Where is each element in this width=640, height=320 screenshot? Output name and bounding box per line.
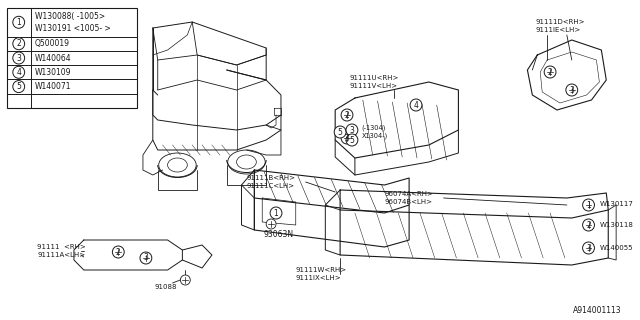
Text: W130117: W130117 [600, 201, 633, 207]
Text: 3: 3 [586, 244, 591, 252]
Circle shape [584, 200, 593, 210]
Circle shape [567, 85, 577, 95]
Circle shape [180, 275, 190, 285]
Circle shape [545, 67, 555, 77]
Text: 91111  <RH>: 91111 <RH> [38, 244, 86, 250]
Text: 4: 4 [413, 100, 419, 109]
Text: W140064: W140064 [35, 53, 71, 62]
Circle shape [13, 38, 25, 50]
Circle shape [13, 81, 25, 92]
Text: (-1304): (-1304) [362, 125, 386, 131]
Bar [7, 8, 137, 108]
Circle shape [13, 66, 25, 78]
Circle shape [410, 99, 422, 111]
Text: 91111D<RH>: 91111D<RH> [535, 19, 585, 25]
Circle shape [270, 207, 282, 219]
Text: 1: 1 [274, 209, 278, 218]
Text: W130088( -1005>: W130088( -1005> [35, 12, 104, 20]
Text: W130191 <1005- >: W130191 <1005- > [35, 24, 110, 33]
Circle shape [342, 110, 352, 120]
Text: 2: 2 [17, 39, 21, 48]
Text: 91111V<LH>: 91111V<LH> [350, 83, 398, 89]
Circle shape [582, 199, 595, 211]
Circle shape [341, 132, 353, 144]
Text: 5: 5 [349, 135, 355, 145]
Text: X1304-): X1304-) [362, 133, 388, 139]
Text: W130109: W130109 [35, 68, 71, 77]
Text: 2: 2 [586, 220, 591, 229]
Text: 5: 5 [338, 127, 342, 137]
Circle shape [346, 124, 358, 136]
Text: 2: 2 [548, 68, 552, 76]
Text: W140071: W140071 [35, 82, 71, 91]
Circle shape [266, 219, 276, 229]
Text: Q500019: Q500019 [35, 39, 70, 48]
Text: 93063N: 93063N [263, 229, 293, 238]
Circle shape [584, 243, 593, 253]
Text: 4: 4 [16, 68, 21, 77]
Text: 3: 3 [349, 125, 355, 134]
Text: A914001113: A914001113 [572, 306, 621, 315]
Circle shape [334, 126, 346, 138]
Text: 3: 3 [16, 53, 21, 62]
Text: 91111C<LH>: 91111C<LH> [246, 183, 294, 189]
Text: 3: 3 [570, 85, 574, 94]
Text: 9111IX<LH>: 9111IX<LH> [296, 275, 341, 281]
Circle shape [13, 52, 25, 64]
Text: 3: 3 [344, 133, 349, 142]
Circle shape [346, 134, 358, 146]
Text: 2: 2 [344, 110, 349, 119]
Circle shape [566, 84, 578, 96]
Text: 96074A<RH>: 96074A<RH> [385, 191, 433, 197]
Circle shape [113, 247, 124, 257]
Circle shape [584, 220, 593, 230]
Circle shape [140, 252, 152, 264]
Circle shape [544, 66, 556, 78]
Text: W140055: W140055 [600, 245, 633, 251]
Text: 1: 1 [17, 18, 21, 27]
Circle shape [13, 16, 25, 28]
Text: 91088: 91088 [155, 284, 177, 290]
Text: 91111W<RH>: 91111W<RH> [296, 267, 347, 273]
Text: W130118: W130118 [600, 222, 633, 228]
Circle shape [113, 246, 124, 258]
Text: 3: 3 [143, 253, 148, 262]
Circle shape [582, 219, 595, 231]
Text: 96074B<LH>: 96074B<LH> [385, 199, 433, 205]
Circle shape [341, 109, 353, 121]
Text: 91111A<LH>: 91111A<LH> [38, 252, 86, 258]
Circle shape [582, 242, 595, 254]
Text: 9111IE<LH>: 9111IE<LH> [535, 27, 580, 33]
Text: 5: 5 [16, 82, 21, 91]
Circle shape [141, 253, 151, 263]
Text: 2: 2 [116, 247, 121, 257]
Text: 91111U<RH>: 91111U<RH> [350, 75, 399, 81]
Text: 1: 1 [586, 201, 591, 210]
Circle shape [342, 133, 352, 143]
Text: 91111B<RH>: 91111B<RH> [246, 175, 296, 181]
